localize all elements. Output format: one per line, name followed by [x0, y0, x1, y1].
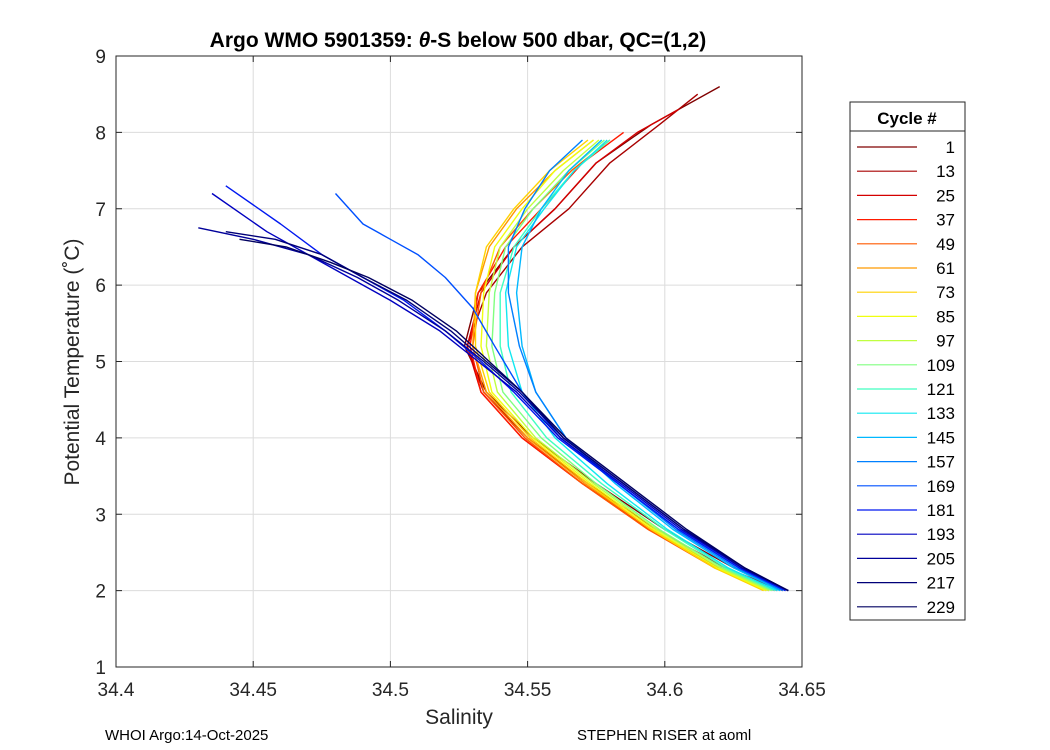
legend-label: 85 — [936, 307, 955, 326]
series-line-cycle-73 — [474, 139, 764, 592]
y-tick-label: 4 — [95, 429, 106, 450]
y-axis-label: Potential Temperature (˚C) — [61, 238, 84, 485]
series-line-cycle-217 — [225, 231, 789, 592]
series-line-cycle-157 — [507, 139, 784, 592]
series-line-cycle-229 — [239, 238, 789, 592]
y-tick-label: 7 — [95, 200, 106, 221]
legend-label: 97 — [936, 332, 955, 351]
legend-label: 205 — [927, 549, 955, 568]
chart-title: Argo WMO 5901359: θ-S below 500 dbar, QC… — [210, 29, 707, 52]
legend-label: 1 — [946, 138, 955, 157]
legend-label: 157 — [927, 453, 955, 472]
legend-label: 109 — [927, 356, 955, 375]
legend-label: 229 — [927, 598, 955, 617]
x-tick-label: 34.65 — [778, 680, 826, 701]
legend-label: 49 — [936, 235, 955, 254]
series-line-cycle-145 — [515, 139, 781, 592]
x-tick-label: 34.6 — [646, 680, 683, 701]
series-line-cycle-133 — [504, 139, 778, 592]
y-tick-label: 3 — [95, 505, 106, 526]
legend-label: 25 — [936, 186, 955, 205]
legend-label: 145 — [927, 428, 955, 447]
y-tick-label: 6 — [95, 276, 106, 297]
legend-label: 73 — [936, 283, 955, 302]
y-tick-label: 5 — [95, 353, 106, 374]
series-group — [198, 85, 789, 592]
legend-label: 169 — [927, 477, 955, 496]
legend-entries: 1 13 25 37 49 61 73 85 97 109 121 133 145 157 169 181 19… — [857, 138, 955, 617]
tick-group: 34.4 34.45 34.5 34.55 34.6 34.65 1 2 3 4 5 6 7 8 9 — [95, 47, 825, 701]
x-tick-label: 34.5 — [372, 680, 409, 701]
footer-right: STEPHEN RISER at aoml — [577, 727, 751, 744]
legend-label: 217 — [927, 574, 955, 593]
x-tick-label: 34.4 — [98, 680, 135, 701]
legend-label: 61 — [936, 259, 955, 278]
series-line-cycle-85 — [480, 139, 767, 592]
legend-label: 13 — [936, 162, 955, 181]
legend-label: 181 — [927, 501, 955, 520]
legend-label: 121 — [927, 380, 955, 399]
legend-label: 37 — [936, 211, 955, 230]
legend-title: Cycle # — [877, 109, 937, 128]
footer-left: WHOI Argo:14-Oct-2025 — [105, 727, 268, 744]
legend-label: 193 — [927, 525, 955, 544]
legend: Cycle # 1 13 25 37 49 61 73 85 97 109 121 133 145 157… — [849, 101, 966, 621]
y-tick-label: 9 — [95, 47, 106, 68]
series-line-cycle-121 — [499, 139, 775, 592]
x-axis-label: Salinity — [425, 706, 493, 729]
y-tick-label: 1 — [95, 658, 106, 679]
y-tick-label: 8 — [95, 123, 106, 144]
x-tick-label: 34.55 — [504, 680, 552, 701]
legend-label: 133 — [927, 404, 955, 423]
y-tick-label: 2 — [95, 582, 106, 603]
x-tick-label: 34.45 — [229, 680, 277, 701]
